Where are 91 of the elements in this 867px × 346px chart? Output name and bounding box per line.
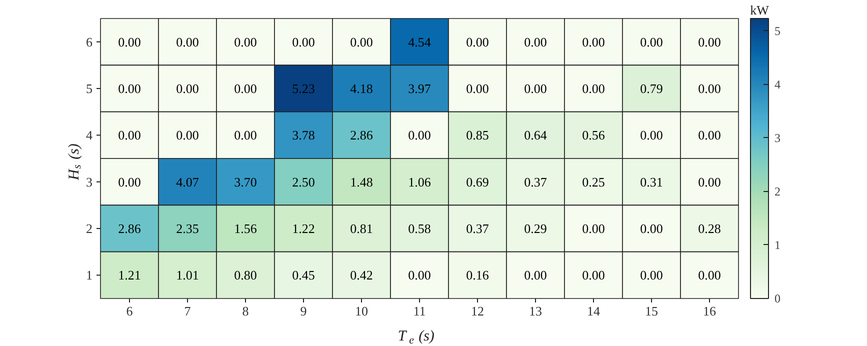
data-label: 0.16: [466, 268, 490, 283]
data-label: 0.00: [466, 81, 489, 96]
data-label: 0.00: [698, 128, 721, 143]
data-label: 0.00: [698, 34, 721, 50]
data-label: 0.00: [524, 81, 547, 96]
data-label: 0.00: [524, 34, 547, 50]
data-label: 0.00: [640, 128, 663, 143]
x-tick-label: 14: [587, 304, 600, 318]
data-label: 0.56: [582, 128, 606, 143]
data-label: 0.00: [118, 174, 141, 190]
data-label: 0.00: [118, 34, 141, 50]
data-label: 0.42: [350, 268, 373, 283]
y-tick-label: 6: [86, 34, 93, 50]
data-label: 0.00: [640, 268, 663, 283]
color-bar-title: kW: [750, 2, 770, 18]
y-tick-label: 5: [86, 81, 92, 96]
data-label: 0.00: [582, 81, 605, 96]
data-label: 0.00: [582, 268, 605, 283]
data-label: 0.25: [582, 174, 605, 190]
data-label: 1.48: [350, 174, 373, 190]
data-label: 0.00: [234, 128, 257, 143]
data-label: 0.37: [466, 221, 490, 236]
data-label: 0.31: [640, 174, 663, 190]
data-label: 1.01: [176, 268, 199, 283]
x-tick-label: 11: [413, 304, 426, 318]
data-label: 1.56: [234, 221, 258, 236]
color-bar-label: 1: [774, 238, 780, 252]
data-label: 0.69: [466, 174, 489, 190]
data-label: 4.07: [176, 174, 200, 190]
x-tick-label: 16: [703, 304, 716, 318]
x-tick-label: 10: [355, 304, 368, 318]
data-label: 0.00: [118, 81, 141, 96]
data-label: 0.00: [234, 81, 257, 96]
data-label: 0.00: [176, 34, 199, 50]
y-tick-label: 2: [86, 221, 92, 236]
x-tick-label: 12: [471, 304, 484, 318]
data-label: 2.86: [350, 128, 374, 143]
data-label: 2.50: [292, 174, 315, 190]
color-bar-label: 4: [774, 77, 780, 92]
data-label: 0.00: [292, 34, 315, 50]
data-label: 1.22: [292, 221, 315, 236]
data-label: 0.81: [350, 221, 373, 236]
data-label: 0.00: [524, 268, 547, 283]
data-label: 3.78: [292, 128, 315, 143]
x-tick-label: 13: [529, 304, 542, 318]
data-label: 0.00: [582, 34, 605, 50]
data-label: 4.18: [350, 81, 373, 96]
data-label: 0.58: [408, 221, 431, 236]
data-label: 0.80: [234, 268, 257, 283]
data-label: 4.54: [408, 34, 432, 50]
data-label: 0.00: [408, 268, 431, 283]
data-label: 2.86: [118, 221, 142, 236]
data-label: 0.29: [524, 221, 547, 236]
data-label: 0.00: [176, 81, 199, 96]
x-tick-label: 6: [126, 304, 134, 318]
x-tick-label: 9: [300, 304, 307, 318]
data-label: 1.21: [118, 268, 141, 283]
x-tick-label: 7: [184, 304, 192, 318]
x-tick-label: 8: [242, 304, 249, 318]
y-tick-label: 1: [86, 268, 92, 283]
data-label: 0.79: [640, 81, 663, 96]
color-bar-label: 5: [774, 24, 780, 38]
data-label: 0.00: [582, 221, 605, 236]
data-label: 2.35: [176, 221, 199, 236]
data-label: 0.00: [234, 34, 257, 50]
data-label: 0.37: [524, 174, 548, 190]
data-label: 0.00: [698, 81, 721, 96]
y-tick-label: 3: [86, 174, 92, 190]
data-label: 1.06: [408, 174, 432, 190]
data-label: 0.00: [640, 34, 663, 50]
y-axis-title: Hs (s): [66, 144, 84, 182]
data-label: 3.97: [408, 81, 432, 96]
data-label: 0.00: [698, 174, 721, 190]
data-label: 0.00: [118, 128, 141, 143]
data-label: 0.28: [698, 221, 721, 236]
x-tick-label: 15: [645, 304, 658, 318]
data-label: 0.00: [350, 34, 373, 50]
data-label: 0.00: [466, 34, 489, 50]
data-label: 0.45: [292, 268, 315, 283]
data-label: 5.23: [292, 81, 315, 96]
data-label: 0.00: [408, 128, 431, 143]
data-label: 0.85: [466, 128, 489, 143]
color-bar-label: 2: [774, 184, 780, 198]
data-label: 0.00: [176, 128, 199, 143]
y-tick-label: 4: [86, 128, 93, 143]
color-bar-label: 3: [774, 130, 780, 145]
data-label: 0.64: [524, 128, 548, 143]
data-label: 0.00: [698, 268, 721, 283]
data-label: 0.00: [640, 221, 663, 236]
color-bar-label: 0: [774, 292, 780, 306]
data-label: 3.70: [234, 174, 257, 190]
